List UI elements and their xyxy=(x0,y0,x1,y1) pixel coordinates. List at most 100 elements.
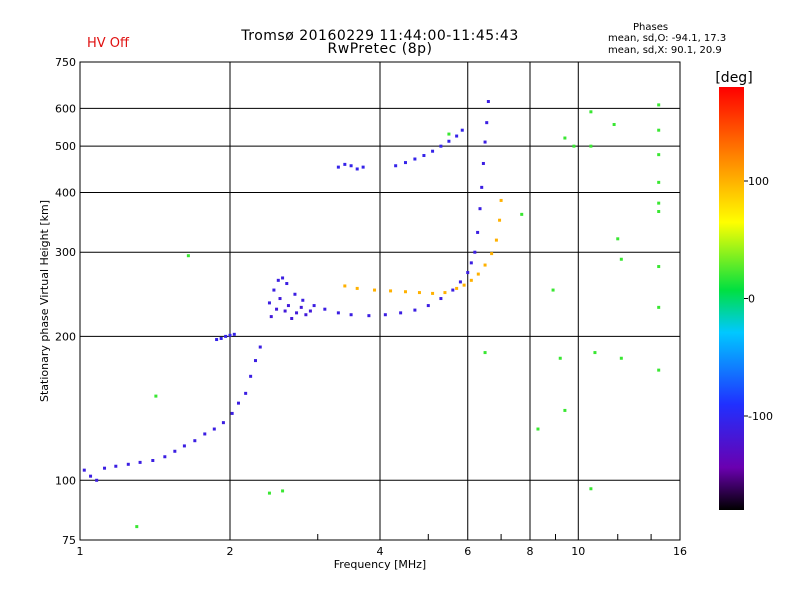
series-o-mode-cloud-2-4-2-9-mhz xyxy=(269,297,312,320)
data-point xyxy=(612,123,616,127)
data-point xyxy=(272,288,276,292)
data-point xyxy=(657,305,661,309)
data-point xyxy=(657,128,661,132)
data-point xyxy=(657,210,661,214)
data-point xyxy=(301,298,305,302)
series-scattered-points xyxy=(135,103,661,529)
data-point xyxy=(232,332,236,336)
data-point xyxy=(455,286,459,290)
data-point xyxy=(451,288,455,292)
data-point xyxy=(417,291,421,295)
data-point xyxy=(286,304,290,308)
data-point xyxy=(619,257,623,261)
data-point xyxy=(373,288,377,292)
phases-title: Phases xyxy=(633,22,669,33)
data-point xyxy=(383,313,387,317)
data-point xyxy=(657,368,661,372)
data-point xyxy=(212,427,216,431)
data-point xyxy=(413,157,417,161)
data-point xyxy=(103,466,107,470)
colorbar-tick-label: 100 xyxy=(748,175,769,188)
y-tick-label: 100 xyxy=(55,474,76,487)
data-point xyxy=(219,336,223,340)
data-point xyxy=(290,316,294,320)
data-point xyxy=(458,280,462,284)
data-point xyxy=(343,162,347,166)
data-point xyxy=(536,427,540,431)
data-point xyxy=(394,164,398,168)
data-point xyxy=(657,201,661,205)
data-point xyxy=(336,165,340,169)
y-tick-label: 500 xyxy=(55,140,76,153)
data-point xyxy=(267,301,271,305)
data-point xyxy=(267,491,271,495)
chart-subtitle: RwPretec (8p) xyxy=(327,41,433,57)
data-point xyxy=(228,333,232,337)
y-tick-label: 750 xyxy=(55,56,76,69)
data-point xyxy=(343,284,347,288)
data-point xyxy=(389,289,393,293)
series-o-mode-f-region-trace xyxy=(267,100,490,318)
data-point xyxy=(278,297,282,301)
hv-status: HV Off xyxy=(87,36,129,51)
data-point xyxy=(469,278,473,282)
data-point xyxy=(253,359,257,363)
data-point xyxy=(431,291,435,295)
data-point xyxy=(336,311,340,315)
data-point xyxy=(589,144,593,148)
data-point xyxy=(138,460,142,464)
y-tick-label: 200 xyxy=(55,330,76,343)
data-point xyxy=(312,304,316,308)
data-point xyxy=(323,307,327,311)
data-point xyxy=(355,286,359,290)
series-x-mode-f-region-trace xyxy=(343,198,503,295)
y-tick-label: 75 xyxy=(62,534,76,547)
data-point xyxy=(308,309,312,313)
colorbar-tick-label: 0 xyxy=(748,293,755,306)
data-point xyxy=(215,338,219,342)
data-point xyxy=(281,276,285,280)
data-point xyxy=(443,291,447,295)
data-point xyxy=(483,263,487,267)
data-point xyxy=(349,313,353,317)
data-point xyxy=(657,265,661,269)
data-point xyxy=(399,311,403,315)
data-point xyxy=(486,100,490,104)
data-point xyxy=(478,207,482,211)
data-point xyxy=(589,110,593,114)
x-tick-label: 6 xyxy=(464,545,471,558)
data-point xyxy=(558,356,562,360)
data-point xyxy=(616,237,620,241)
data-point xyxy=(163,455,167,459)
x-tick-label: 2 xyxy=(227,545,234,558)
data-point xyxy=(173,449,177,453)
data-point xyxy=(95,478,99,482)
data-point xyxy=(447,132,451,136)
data-point xyxy=(476,230,480,234)
data-point xyxy=(439,144,443,148)
data-point xyxy=(283,309,287,313)
x-tick-label: 10 xyxy=(571,545,585,558)
x-tick-label: 1 xyxy=(77,545,84,558)
data-point xyxy=(244,391,248,395)
data-point xyxy=(361,165,365,169)
data-point xyxy=(230,411,234,415)
data-point xyxy=(269,315,273,319)
data-point xyxy=(224,334,228,338)
chart-title: Tromsø 20160229 11:44:00-11:45:43 xyxy=(241,28,519,44)
data-point xyxy=(304,313,308,317)
x-tick-label: 16 xyxy=(673,545,687,558)
data-point xyxy=(403,161,407,165)
data-point xyxy=(494,238,498,242)
data-point xyxy=(589,487,593,491)
data-point xyxy=(431,149,435,153)
data-point xyxy=(439,297,443,301)
data-point xyxy=(480,185,484,189)
data-point xyxy=(203,432,207,436)
data-point xyxy=(483,351,487,355)
data-point xyxy=(89,474,93,478)
y-tick-label: 400 xyxy=(55,186,76,199)
series-o-mode-step-200-km xyxy=(215,332,236,342)
data-point xyxy=(593,351,597,355)
data-point xyxy=(114,464,118,468)
